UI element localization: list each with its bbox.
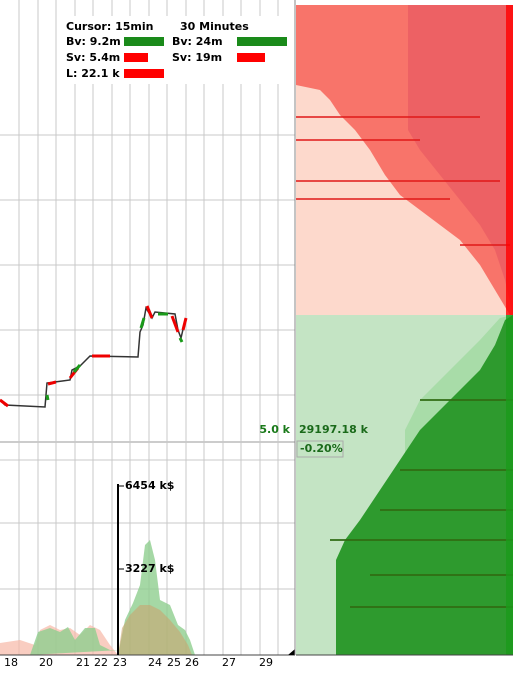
ask-depth-30 (408, 5, 513, 315)
x-tick-label: 26 (185, 656, 199, 669)
x-axis-labels: 18 20 21 22 23 24 25 26 27 29 (4, 656, 273, 669)
x-tick-label: 22 (94, 656, 108, 669)
legend-swatch (124, 37, 164, 46)
x-tick-label: 25 (167, 656, 181, 669)
x-tick-label: 21 (76, 656, 90, 669)
legend-box (62, 16, 292, 84)
bid-lines (330, 399, 513, 608)
legend-swatch (124, 53, 148, 62)
x-tick-label: 29 (259, 656, 273, 669)
price-size: 5.0 k (259, 423, 290, 436)
grid (0, 0, 295, 655)
axis-marker (288, 649, 295, 655)
legend-period: 30 Minutes (180, 20, 249, 33)
volume-tick-label: 6454 k$ (125, 479, 174, 492)
price-change: -0.20% (300, 442, 343, 455)
legend-swatch (237, 53, 265, 62)
bid-edge (506, 315, 513, 655)
legend-left: Sv: 5.4m (66, 51, 120, 64)
legend-left: Bv: 9.2m (66, 35, 121, 48)
price-line (0, 305, 185, 408)
price-ticks-up (45, 312, 184, 401)
price-ticks-down (0, 305, 188, 408)
legend-swatch (124, 69, 164, 78)
sell-volume-peak (118, 605, 192, 655)
x-tick-label: 18 (4, 656, 18, 669)
legend-swatch (237, 37, 287, 46)
buy-volume (30, 627, 120, 655)
legend-left: L: 22.1 k (66, 67, 120, 80)
legend-cursor: Cursor: 15min (66, 20, 153, 33)
volume-tick-label: 3227 k$ (125, 562, 174, 575)
change-box (296, 440, 344, 458)
x-tick-label: 24 (148, 656, 162, 669)
x-tick-label: 20 (39, 656, 53, 669)
ask-edge (506, 5, 513, 315)
x-tick-label: 23 (113, 656, 127, 669)
legend-right: Bv: 24m (172, 35, 223, 48)
legend-right: Sv: 19m (172, 51, 222, 64)
price-value: 29197.18 k (299, 423, 369, 436)
x-tick-label: 27 (222, 656, 236, 669)
